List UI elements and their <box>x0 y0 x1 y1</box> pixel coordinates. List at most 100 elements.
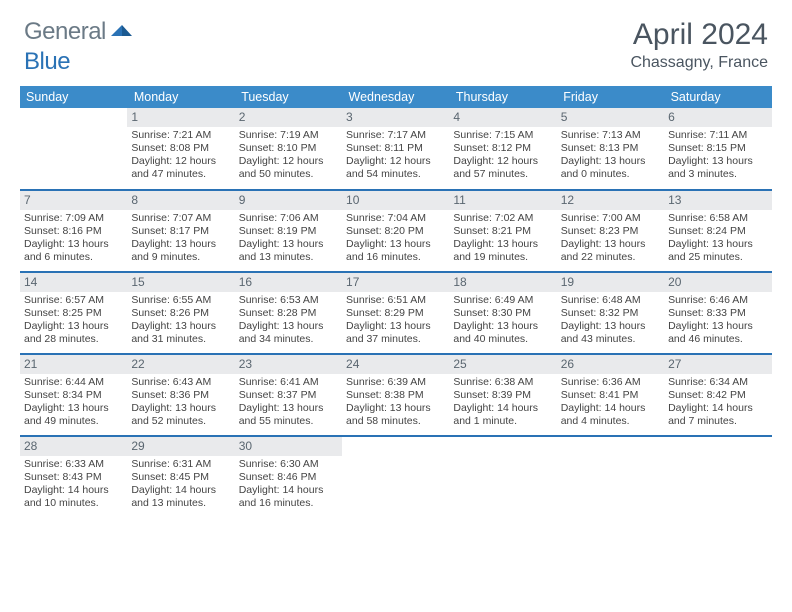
empty-cell <box>342 436 449 518</box>
day-cell: 7Sunrise: 7:09 AMSunset: 8:16 PMDaylight… <box>20 190 127 272</box>
daylight-text: Daylight: 13 hours and 13 minutes. <box>239 238 338 264</box>
day-body: Sunrise: 6:48 AMSunset: 8:32 PMDaylight:… <box>557 292 664 351</box>
day-cell: 29Sunrise: 6:31 AMSunset: 8:45 PMDayligh… <box>127 436 234 518</box>
sunset-text: Sunset: 8:10 PM <box>239 142 338 155</box>
daylight-text: Daylight: 13 hours and 25 minutes. <box>668 238 767 264</box>
brand-part2: Blue <box>24 48 70 75</box>
day-number: 17 <box>342 273 449 292</box>
empty-cell <box>664 436 771 518</box>
day-cell: 5 Sunrise: 7:13 AMSunset: 8:13 PMDaylight… <box>557 108 664 190</box>
sunset-text: Sunset: 8:17 PM <box>131 225 230 238</box>
daylight-text: Daylight: 12 hours and 57 minutes. <box>453 155 552 181</box>
day-body: Sunrise: 6:55 AMSunset: 8:26 PMDaylight:… <box>127 292 234 351</box>
sunrise-text: Sunrise: 6:36 AM <box>561 376 660 389</box>
day-body: Sunrise: 6:39 AMSunset: 8:38 PMDaylight:… <box>342 374 449 433</box>
sunrise-text: Sunrise: 7:07 AM <box>131 212 230 225</box>
brand-mark-icon <box>111 21 133 44</box>
sunrise-text: Sunrise: 6:46 AM <box>668 294 767 307</box>
month-title: April 2024 <box>630 18 768 52</box>
sunset-text: Sunset: 8:36 PM <box>131 389 230 402</box>
sunrise-text: Sunrise: 6:31 AM <box>131 458 230 471</box>
daylight-text: Daylight: 13 hours and 0 minutes. <box>561 155 660 181</box>
sunset-text: Sunset: 8:42 PM <box>668 389 767 402</box>
day-body: Sunrise: 7:04 AMSunset: 8:20 PMDaylight:… <box>342 210 449 269</box>
daylight-text: Daylight: 14 hours and 1 minute. <box>453 402 552 428</box>
day-body: Sunrise: 7:06 AMSunset: 8:19 PMDaylight:… <box>235 210 342 269</box>
sunrise-text: Sunrise: 6:51 AM <box>346 294 445 307</box>
daylight-text: Daylight: 14 hours and 10 minutes. <box>24 484 123 510</box>
sunrise-text: Sunrise: 7:11 AM <box>668 129 767 142</box>
daylight-text: Daylight: 13 hours and 37 minutes. <box>346 320 445 346</box>
sunrise-text: Sunrise: 6:58 AM <box>668 212 767 225</box>
day-number: 5 <box>557 108 664 127</box>
day-number: 30 <box>235 437 342 456</box>
calendar-table: SundayMondayTuesdayWednesdayThursdayFrid… <box>20 86 772 518</box>
sunset-text: Sunset: 8:15 PM <box>668 142 767 155</box>
day-cell: 21Sunrise: 6:44 AMSunset: 8:34 PMDayligh… <box>20 354 127 436</box>
sunset-text: Sunset: 8:25 PM <box>24 307 123 320</box>
daylight-text: Daylight: 12 hours and 54 minutes. <box>346 155 445 181</box>
day-cell: 9Sunrise: 7:06 AMSunset: 8:19 PMDaylight… <box>235 190 342 272</box>
day-body: Sunrise: 7:11 AMSunset: 8:15 PMDaylight:… <box>664 127 771 186</box>
daylight-text: Daylight: 13 hours and 55 minutes. <box>239 402 338 428</box>
sunset-text: Sunset: 8:46 PM <box>239 471 338 484</box>
day-cell: 13Sunrise: 6:58 AMSunset: 8:24 PMDayligh… <box>664 190 771 272</box>
daylight-text: Daylight: 13 hours and 28 minutes. <box>24 320 123 346</box>
day-body: Sunrise: 6:30 AMSunset: 8:46 PMDaylight:… <box>235 456 342 515</box>
sunset-text: Sunset: 8:11 PM <box>346 142 445 155</box>
sunset-text: Sunset: 8:34 PM <box>24 389 123 402</box>
day-cell: 17 Sunrise: 6:51 AMSunset: 8:29 PMDayligh… <box>342 272 449 354</box>
day-number: 14 <box>20 273 127 292</box>
day-cell: 20Sunrise: 6:46 AMSunset: 8:33 PMDayligh… <box>664 272 771 354</box>
day-body: Sunrise: 6:43 AMSunset: 8:36 PMDaylight:… <box>127 374 234 433</box>
day-number <box>20 108 127 127</box>
daylight-text: Daylight: 13 hours and 43 minutes. <box>561 320 660 346</box>
daylight-text: Daylight: 13 hours and 52 minutes. <box>131 402 230 428</box>
day-body: Sunrise: 6:49 AMSunset: 8:30 PMDaylight:… <box>449 292 556 351</box>
sunrise-text: Sunrise: 6:55 AM <box>131 294 230 307</box>
sunrise-text: Sunrise: 7:13 AM <box>561 129 660 142</box>
day-cell: 15Sunrise: 6:55 AMSunset: 8:26 PMDayligh… <box>127 272 234 354</box>
day-number: 28 <box>20 437 127 456</box>
day-cell: 19Sunrise: 6:48 AMSunset: 8:32 PMDayligh… <box>557 272 664 354</box>
day-number: 12 <box>557 191 664 210</box>
weekday-saturday: Saturday <box>664 86 771 108</box>
sunrise-text: Sunrise: 7:21 AM <box>131 129 230 142</box>
sunset-text: Sunset: 8:29 PM <box>346 307 445 320</box>
weekday-monday: Monday <box>127 86 234 108</box>
day-cell: 6Sunrise: 7:11 AMSunset: 8:15 PMDaylight… <box>664 108 771 190</box>
sunrise-text: Sunrise: 6:41 AM <box>239 376 338 389</box>
sunrise-text: Sunrise: 6:34 AM <box>668 376 767 389</box>
day-body: Sunrise: 7:07 AMSunset: 8:17 PMDaylight:… <box>127 210 234 269</box>
day-body: Sunrise: 6:33 AMSunset: 8:43 PMDaylight:… <box>20 456 127 515</box>
sunset-text: Sunset: 8:13 PM <box>561 142 660 155</box>
day-cell: 12Sunrise: 7:00 AMSunset: 8:23 PMDayligh… <box>557 190 664 272</box>
week-row: 7Sunrise: 7:09 AMSunset: 8:16 PMDaylight… <box>20 190 772 272</box>
sunrise-text: Sunrise: 6:38 AM <box>453 376 552 389</box>
day-number: 19 <box>557 273 664 292</box>
day-cell: 16Sunrise: 6:53 AMSunset: 8:28 PMDayligh… <box>235 272 342 354</box>
day-number: 27 <box>664 355 771 374</box>
day-number: 16 <box>235 273 342 292</box>
day-cell: 23Sunrise: 6:41 AMSunset: 8:37 PMDayligh… <box>235 354 342 436</box>
day-number: 15 <box>127 273 234 292</box>
sunset-text: Sunset: 8:19 PM <box>239 225 338 238</box>
day-body: Sunrise: 6:58 AMSunset: 8:24 PMDaylight:… <box>664 210 771 269</box>
day-number: 10 <box>342 191 449 210</box>
daylight-text: Daylight: 13 hours and 31 minutes. <box>131 320 230 346</box>
sunset-text: Sunset: 8:26 PM <box>131 307 230 320</box>
brand-part2-wrap: Blue <box>24 48 70 76</box>
day-body: Sunrise: 6:44 AMSunset: 8:34 PMDaylight:… <box>20 374 127 433</box>
daylight-text: Daylight: 13 hours and 34 minutes. <box>239 320 338 346</box>
day-cell: 26Sunrise: 6:36 AMSunset: 8:41 PMDayligh… <box>557 354 664 436</box>
day-cell: 27Sunrise: 6:34 AMSunset: 8:42 PMDayligh… <box>664 354 771 436</box>
sunset-text: Sunset: 8:16 PM <box>24 225 123 238</box>
day-body: Sunrise: 7:00 AMSunset: 8:23 PMDaylight:… <box>557 210 664 269</box>
daylight-text: Daylight: 13 hours and 40 minutes. <box>453 320 552 346</box>
day-body: Sunrise: 7:17 AMSunset: 8:11 PMDaylight:… <box>342 127 449 186</box>
daylight-text: Daylight: 14 hours and 16 minutes. <box>239 484 338 510</box>
day-cell: 11Sunrise: 7:02 AMSunset: 8:21 PMDayligh… <box>449 190 556 272</box>
sunset-text: Sunset: 8:39 PM <box>453 389 552 402</box>
sunrise-text: Sunrise: 7:02 AM <box>453 212 552 225</box>
weekday-sunday: Sunday <box>20 86 127 108</box>
